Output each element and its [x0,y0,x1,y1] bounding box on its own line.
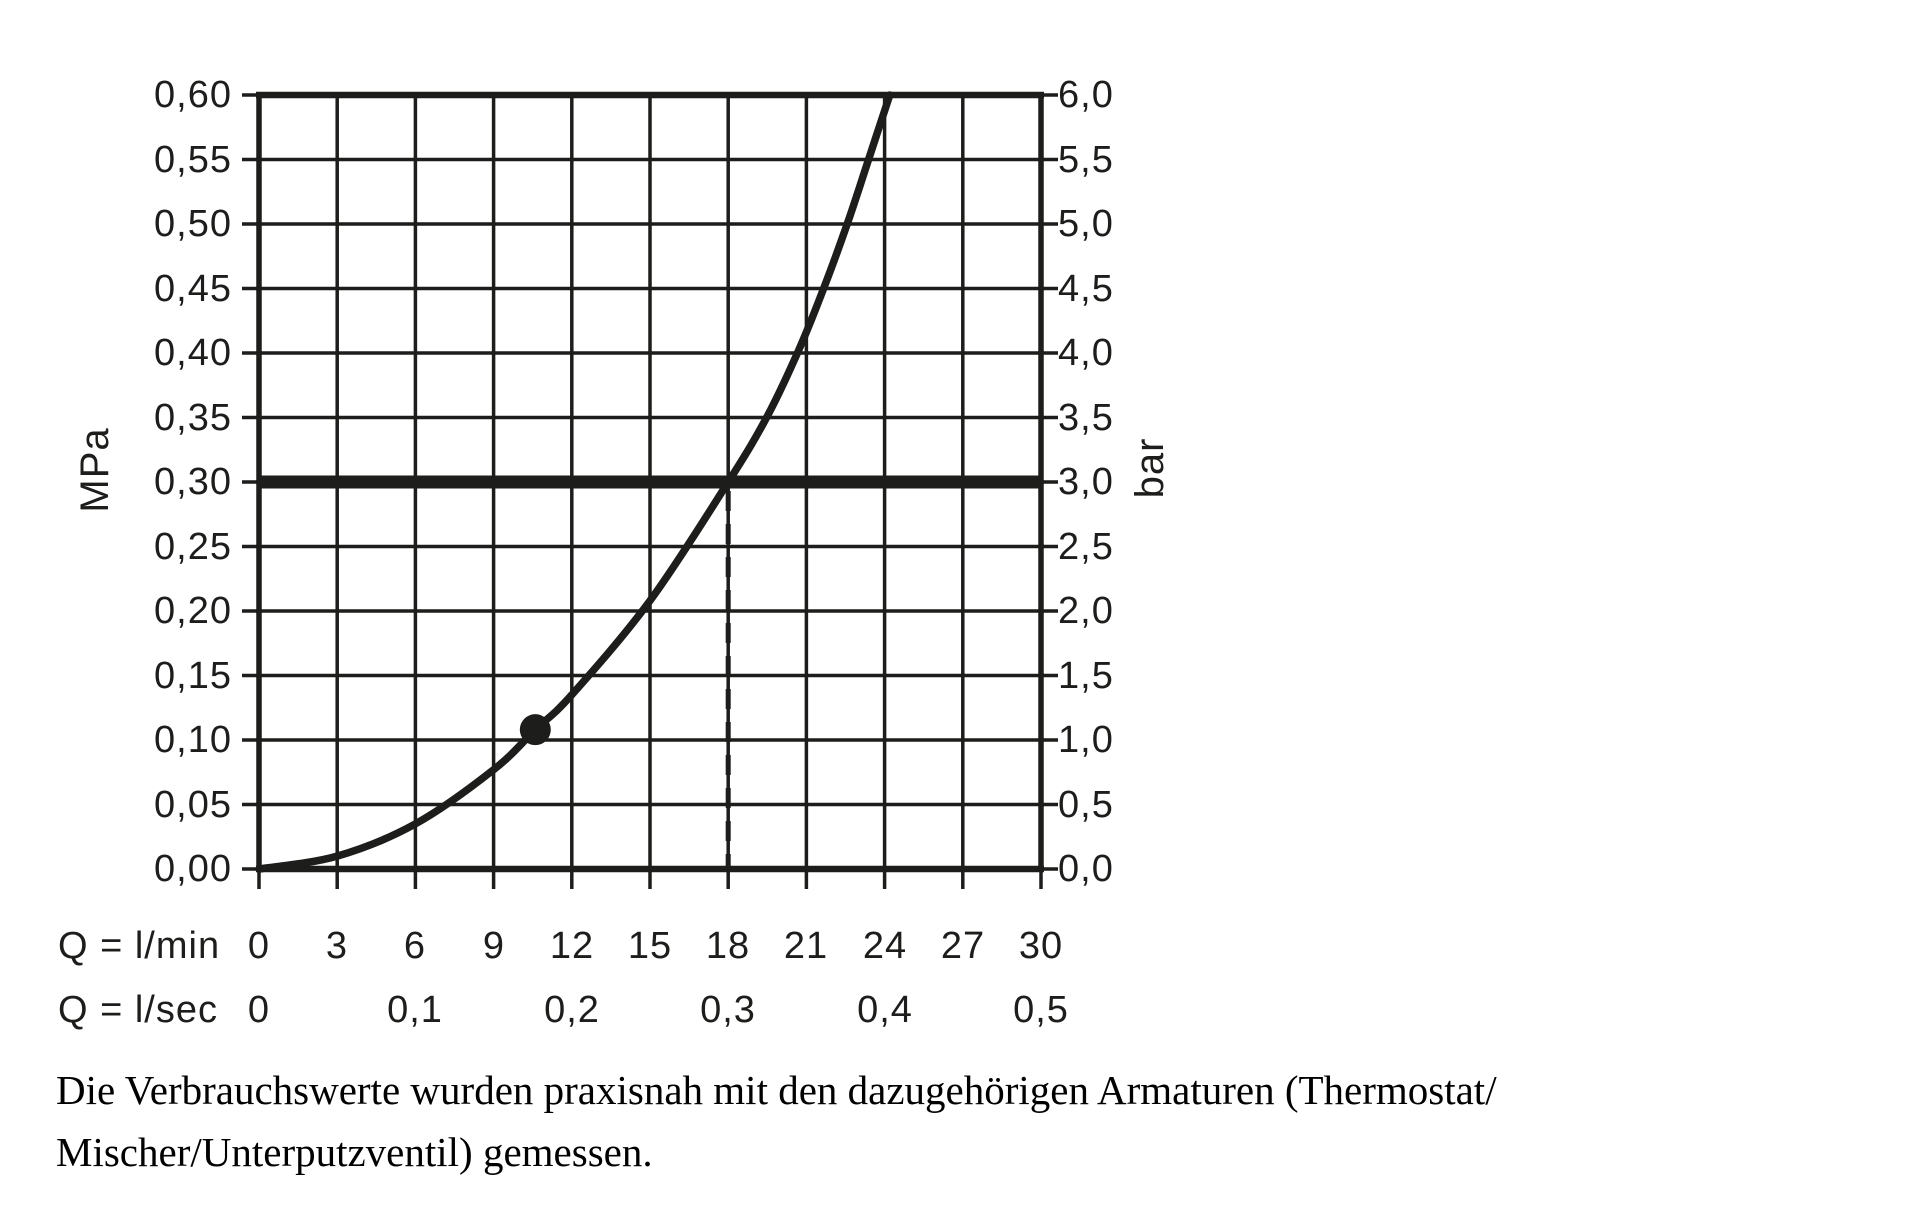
x-primary-tick-label: 21 [783,925,829,967]
x-primary-tick-label: 9 [482,925,506,967]
x-primary-tick-label: 15 [627,925,673,967]
y-right-tick-label: 4,0 [1058,332,1114,374]
y-right-tick-label: 3,5 [1058,397,1114,439]
y-right-tick-label: 2,5 [1058,526,1114,568]
y-left-tick-label: 0,10 [154,719,232,761]
x-secondary-tick-label: 0,1 [387,989,443,1031]
x-secondary-tick-label: 0 [247,989,271,1031]
x-secondary-tick-label: 0,3 [700,989,756,1031]
x-primary-tick-label: 6 [403,925,427,967]
x-secondary-tick-label: 0,2 [544,989,600,1031]
pressure-flow-curve [255,91,894,873]
y-right-tick-label: 0,5 [1058,784,1114,826]
y-right-tick-label: 0,0 [1058,848,1114,890]
y-left-tick-label: 0,40 [154,332,232,374]
y-right-tick-label: 2,0 [1058,590,1114,632]
x-primary-tick-label: 30 [1018,925,1064,967]
y-left-tick-label: 0,00 [154,848,232,890]
x-primary-tick-label: 27 [940,925,986,967]
y-right-tick-label: 1,0 [1058,719,1114,761]
y-left-tick-label: 0,50 [154,203,232,245]
y-right-tick-label: 5,5 [1058,139,1114,181]
y-left-tick-label: 0,05 [154,784,232,826]
x-secondary-tick-label: 0,5 [1013,989,1069,1031]
y-left-tick-label: 0,60 [154,74,232,116]
caption-line-2: Mischer/Unterputzventil) gemessen. [56,1129,653,1175]
y-right-tick-label: 1,5 [1058,655,1114,697]
caption-line-1: Die Verbrauchswerte wurden praxisnah mit… [56,1067,1497,1113]
y-left-tick-label: 0,30 [154,461,232,503]
y-left-tick-label: 0,45 [154,268,232,310]
y-left-tick-label: 0,20 [154,590,232,632]
y-left-tick-label: 0,25 [154,526,232,568]
y-right-tick-label: 6,0 [1058,74,1114,116]
y-left-tick-label: 0,15 [154,655,232,697]
x-secondary-tick-label: 0,4 [857,989,913,1031]
y-right-tick-label: 5,0 [1058,203,1114,245]
x-primary-tick-label: 18 [705,925,751,967]
x-primary-tick-label: 24 [862,925,908,967]
y-left-tick-label: 0,55 [154,139,232,181]
y-right-tick-label: 3,0 [1058,461,1114,503]
y-right-tick-label: 4,5 [1058,268,1114,310]
x-primary-tick-label: 12 [549,925,595,967]
x-axis-secondary-label: Q = l/sec [58,989,218,1031]
curve-marker-dot [519,714,551,746]
x-primary-tick-label: 0 [247,925,271,967]
x-primary-tick-label: 3 [325,925,349,967]
y-left-tick-label: 0,35 [154,397,232,439]
x-axis-primary-label: Q = l/min [58,925,221,967]
